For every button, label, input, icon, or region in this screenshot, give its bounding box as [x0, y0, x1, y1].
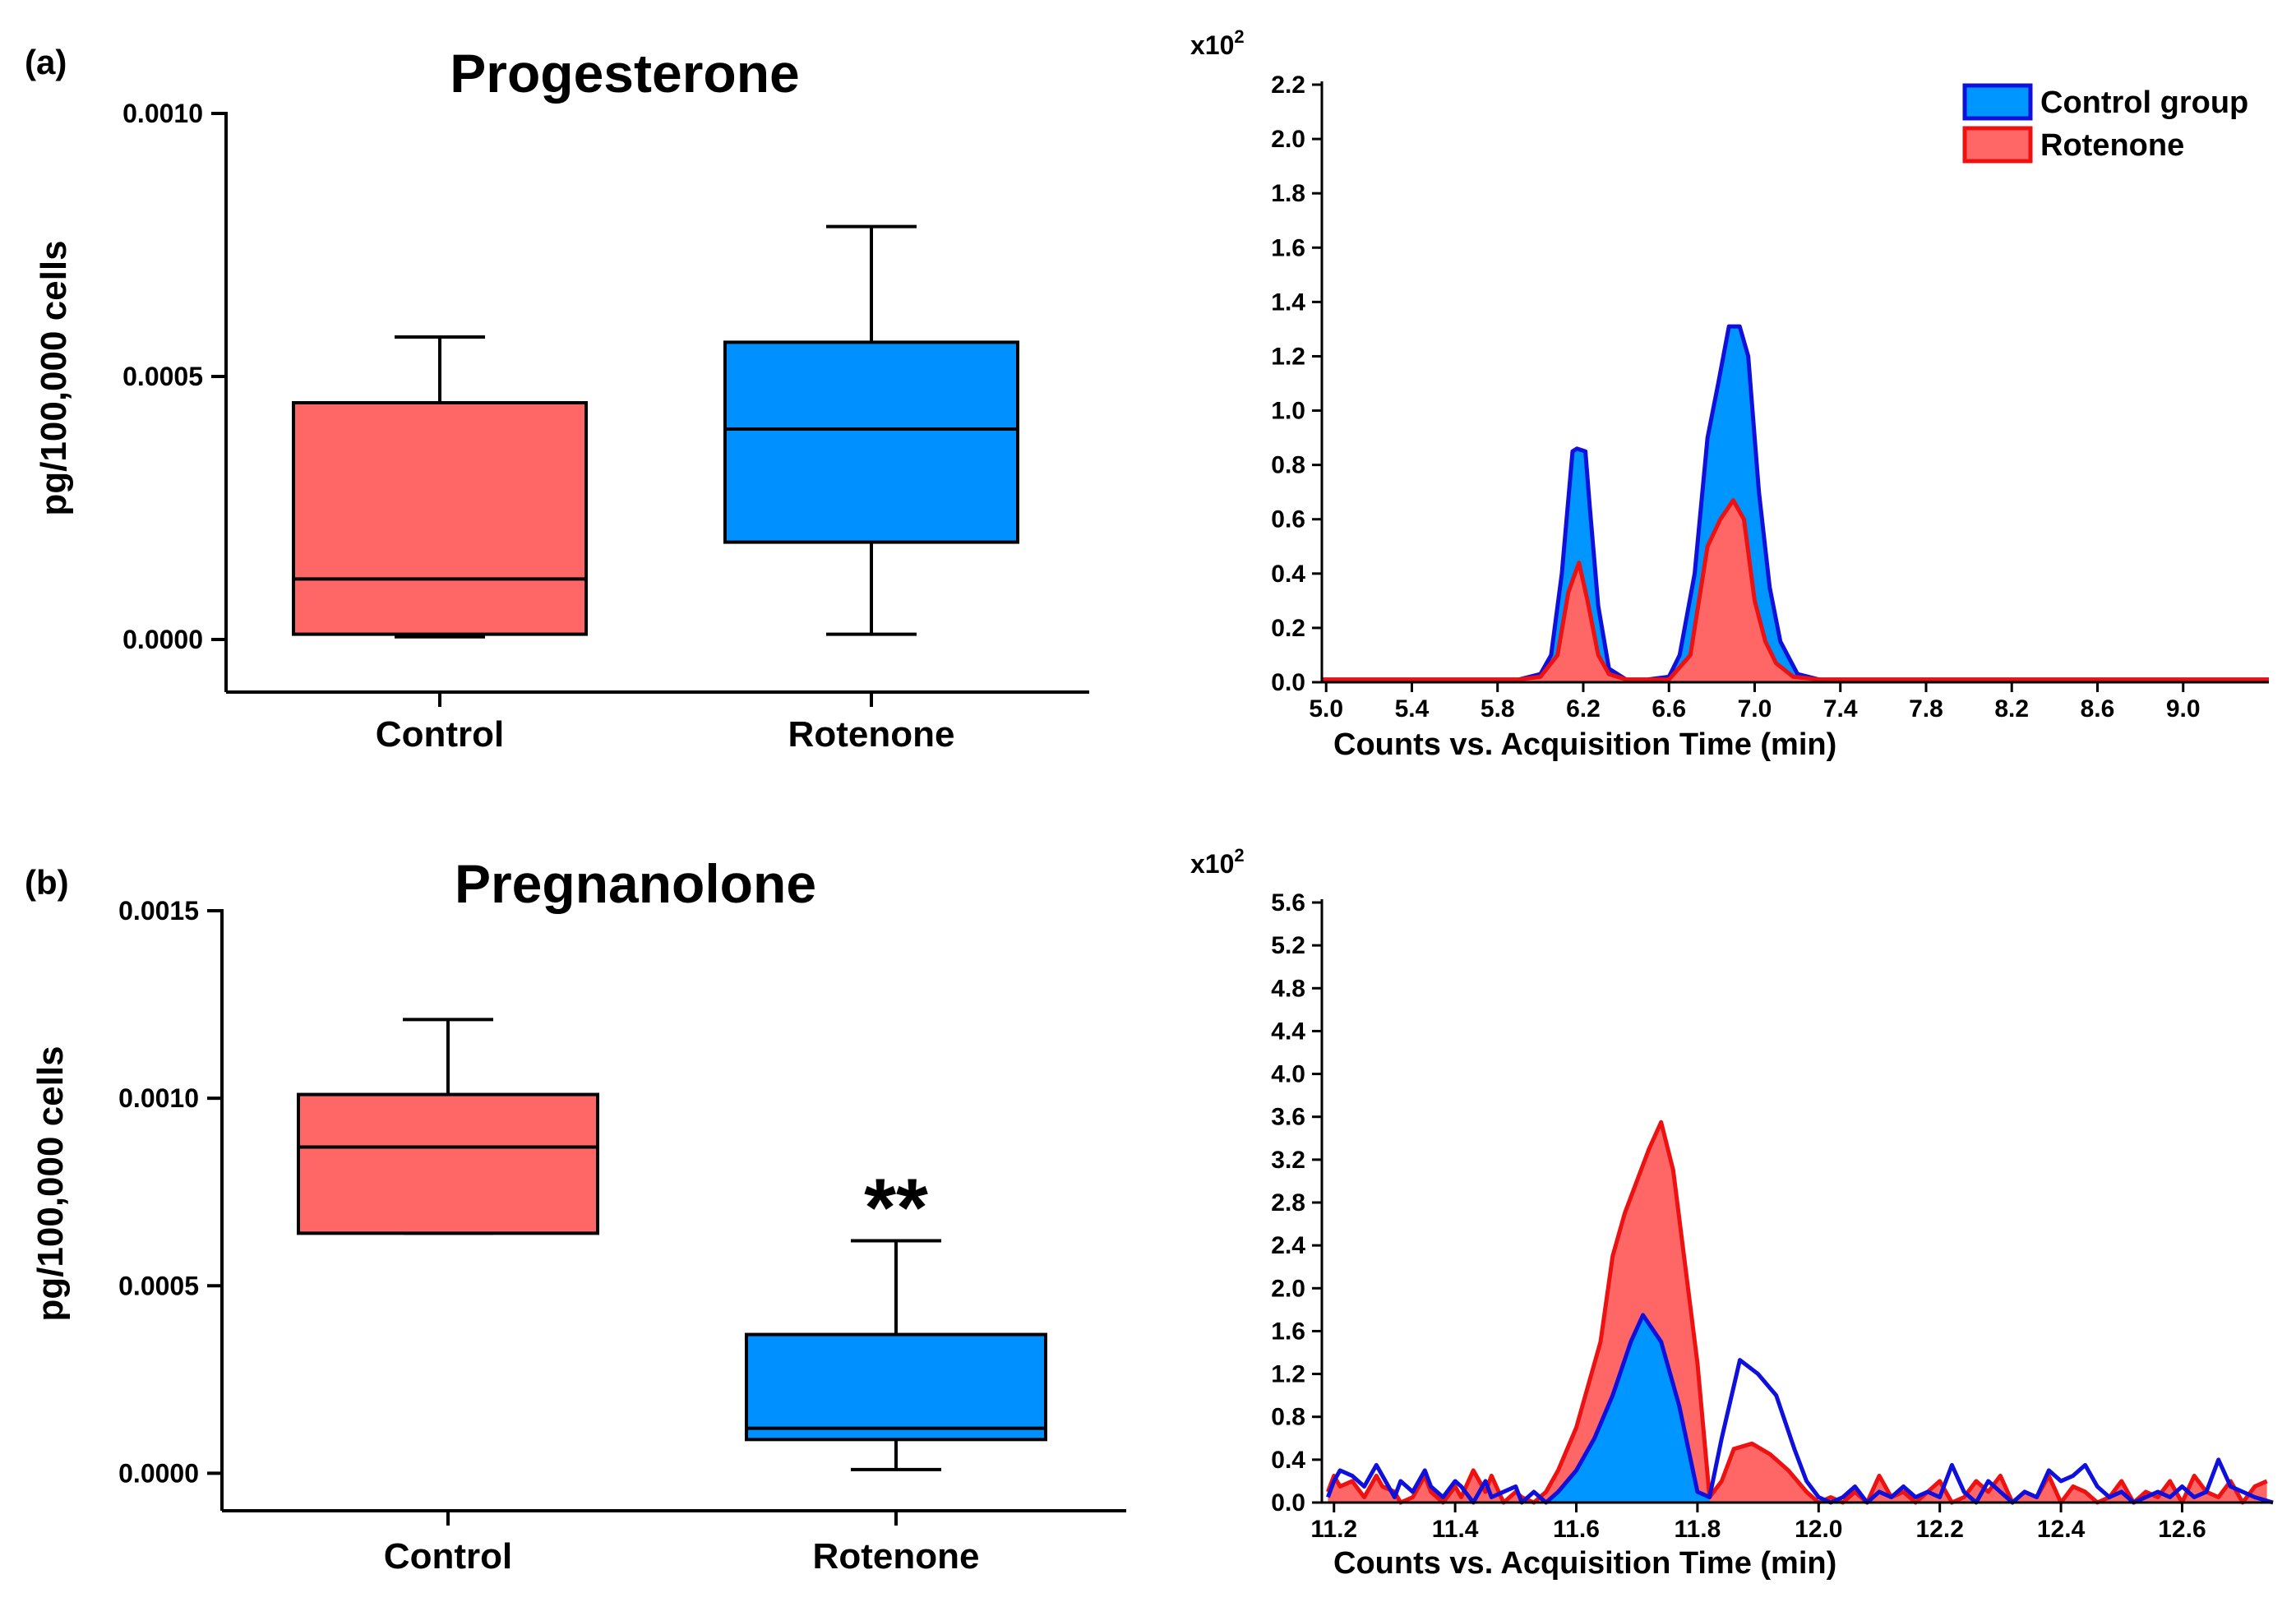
y-tick-label: 1.2	[1271, 343, 1305, 370]
y-tick-label: 3.2	[1271, 1147, 1305, 1174]
category-label-rotenone: Rotenone	[788, 714, 955, 755]
y-tick-label: 0.0015	[118, 896, 199, 926]
y-tick-label: 0.0000	[118, 1458, 199, 1488]
x-tick-label: 6.6	[1652, 695, 1686, 723]
x-tick-label: 11.2	[1310, 1516, 1357, 1543]
x-tick-label: 9.0	[2166, 695, 2201, 723]
y-tick-label: 1.6	[1271, 234, 1305, 261]
legend-control-group-swatch	[1962, 83, 2033, 121]
y-axis-label: pg/100,000 cells	[30, 1046, 71, 1321]
x-tick-label: 6.2	[1566, 695, 1601, 723]
category-label-control: Control	[376, 714, 504, 755]
series-rotenone-line	[1322, 498, 2269, 682]
panel-label-b: (b)	[25, 863, 69, 902]
y-tick-label: 1.2	[1271, 1361, 1305, 1388]
legend: Control group Rotenone	[1962, 83, 2248, 164]
y-tick-label: 5.6	[1271, 889, 1305, 916]
x-tick-label: 11.8	[1675, 1516, 1721, 1543]
y-tick-label: 1.4	[1271, 289, 1305, 316]
legend-rotenone-label: Rotenone	[2040, 128, 2184, 163]
category-label-rotenone: Rotenone	[813, 1536, 980, 1577]
y-multiplier: x102	[1190, 845, 1245, 879]
box-rotenone-iqr	[745, 1332, 1047, 1442]
chart-title-pregnanolone: Pregnanolone	[455, 853, 816, 914]
series-control-group-area	[1322, 326, 2269, 682]
category-label-control: Control	[384, 1536, 512, 1577]
y-tick-label: 0.0	[1271, 669, 1305, 696]
x-tick-label: 7.8	[1909, 695, 1943, 723]
y-tick-label: 4.0	[1271, 1061, 1305, 1088]
y-tick-label: 0.0010	[122, 99, 203, 128]
x-tick-label: 5.4	[1395, 695, 1430, 723]
series-rotenone-area	[1322, 500, 2269, 682]
y-tick-label: 0.8	[1271, 1404, 1305, 1431]
x-tick-label: 12.0	[1795, 1516, 1842, 1543]
y-axis-label: pg/100,000 cells	[34, 240, 74, 515]
box-control-iqr	[292, 401, 588, 636]
series-rotenone-line	[1326, 1120, 2268, 1505]
y-tick-label: 2.4	[1271, 1232, 1305, 1259]
x-tick-label: 8.6	[2081, 695, 2115, 723]
legend-control-group-label: Control group	[2040, 85, 2248, 120]
y-tick-label: 0.4	[1271, 561, 1305, 588]
progesterone-chromatogram: x102 0.0 0.2 0.4 0.6 0.8 1.0 1.2 1.4 1.6 1.8 2.0 2.…	[1190, 26, 2269, 762]
y-tick-label: 1.6	[1271, 1318, 1305, 1345]
y-tick-label: 0.0005	[122, 362, 203, 391]
y-tick-label: 4.4	[1271, 1018, 1305, 1045]
y-tick-label: 0.0000	[122, 625, 203, 654]
y-tick-label: 2.2	[1271, 72, 1305, 99]
x-axis-label: Counts vs. Acquisition Time (min)	[1333, 727, 1836, 762]
legend-rotenone-swatch	[1962, 126, 2033, 164]
x-tick-label: 5.8	[1481, 695, 1515, 723]
significance-marker: **	[864, 1162, 928, 1254]
x-tick-label: 11.4	[1432, 1516, 1479, 1543]
x-tick-label: 11.6	[1553, 1516, 1600, 1543]
y-tick-label: 1.0	[1271, 398, 1305, 425]
y-tick-label: 1.8	[1271, 180, 1305, 207]
x-axis-label: Counts vs. Acquisition Time (min)	[1333, 1546, 1836, 1581]
pregnanolone-chromatogram: x102 0.0 0.4 0.8 1.2 1.6 2.0 2.4 2.8 3.2 3.6 4.0 4.…	[1190, 845, 2274, 1581]
x-tick-label: 12.4	[2037, 1516, 2086, 1543]
y-tick-label: 0.0010	[118, 1083, 199, 1113]
progesterone-boxplot: (a) Progesterone pg/100,000 cells 0.0000…	[25, 43, 1089, 755]
y-tick-label: 2.0	[1271, 1275, 1305, 1302]
y-tick-label: 2.0	[1271, 126, 1305, 153]
box-control-iqr	[297, 1092, 599, 1235]
y-tick-label: 3.6	[1271, 1104, 1305, 1131]
y-tick-label: 5.2	[1271, 932, 1305, 959]
x-tick-label: 12.2	[1915, 1516, 1963, 1543]
series-rotenone-area	[1328, 1122, 2267, 1503]
series-control-group-line	[1322, 324, 2269, 682]
y-tick-label: 0.8	[1271, 452, 1305, 479]
x-tick-label: 8.2	[1994, 695, 2029, 723]
y-multiplier: x102	[1190, 26, 1245, 60]
pregnanolone-boxplot: (b) Pregnanolone pg/100,000 cells 0.0000…	[25, 853, 1126, 1577]
panel-label-a: (a)	[25, 43, 67, 81]
x-tick-label: 7.0	[1738, 695, 1772, 723]
x-tick-label: 7.4	[1823, 695, 1858, 723]
y-tick-label: 0.0005	[118, 1271, 199, 1300]
y-tick-label: 0.6	[1271, 506, 1305, 533]
chart-title-progesterone: Progesterone	[450, 43, 799, 104]
y-tick-label: 2.8	[1271, 1189, 1305, 1217]
y-tick-label: 0.4	[1271, 1447, 1305, 1474]
series-control-group-line	[1326, 1313, 2274, 1505]
box-rotenone-iqr	[723, 340, 1019, 544]
y-tick-label: 0.2	[1271, 615, 1305, 642]
x-tick-label: 5.0	[1309, 695, 1343, 723]
x-tick-label: 12.6	[2158, 1516, 2206, 1543]
y-tick-label: 0.0	[1271, 1489, 1305, 1517]
y-tick-label: 4.8	[1271, 975, 1305, 1002]
